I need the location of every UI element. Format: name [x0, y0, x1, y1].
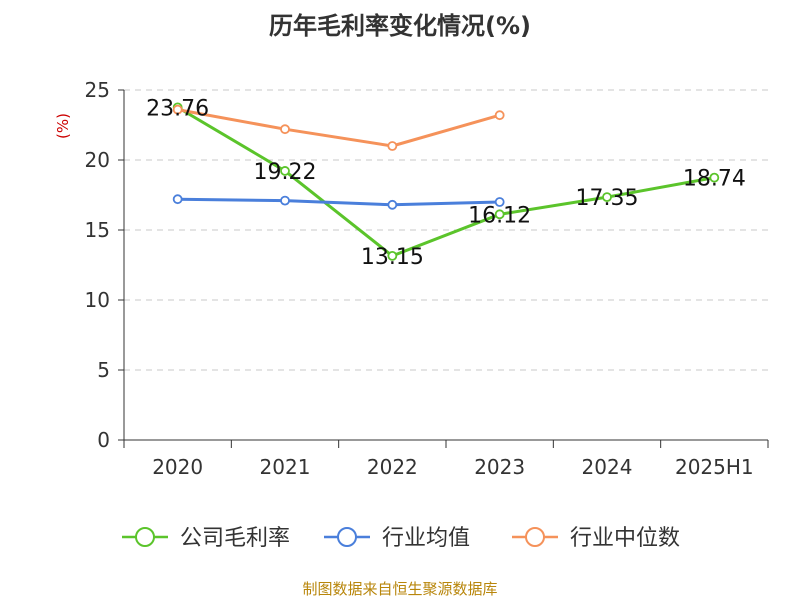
- y-axis-unit: (%): [54, 113, 72, 139]
- x-tick-label: 2022: [367, 455, 418, 479]
- data-point: [280, 195, 290, 206]
- legend-label: 公司毛利率: [180, 526, 290, 551]
- data-point: [494, 209, 505, 220]
- y-tick-label: 0: [97, 428, 110, 452]
- data-point: [494, 110, 505, 121]
- legend-label: 行业中位数: [570, 526, 680, 551]
- series-line-2: [177, 108, 501, 148]
- data-point: [280, 124, 290, 135]
- x-tick-label: 2020: [152, 455, 203, 479]
- data-point: [387, 250, 398, 261]
- y-tick-label: 25: [85, 78, 110, 102]
- data-point: [172, 194, 183, 205]
- data-label: 16.12: [468, 203, 531, 228]
- x-tick-label: 2021: [260, 455, 311, 479]
- data-label: 23.76: [146, 96, 209, 121]
- data-point: [602, 192, 612, 203]
- data-point: [387, 141, 398, 151]
- legend-label: 行业均值: [382, 526, 470, 551]
- y-tick-label: 20: [85, 148, 110, 172]
- x-tick-label: 2024: [582, 455, 633, 479]
- data-label: 19.22: [254, 160, 317, 185]
- data-label: 17.35: [576, 186, 639, 211]
- source-note: 制图数据来自恒生聚源数据库: [302, 580, 498, 598]
- data-label: 18.74: [683, 167, 746, 192]
- x-tick-label: 2023: [474, 455, 525, 479]
- y-tick-label: 10: [85, 288, 110, 312]
- y-tick-label: 15: [85, 218, 110, 242]
- legend-marker: [337, 527, 357, 547]
- y-tick-label: 5: [97, 358, 110, 382]
- data-point: [387, 199, 398, 210]
- data-point: [172, 104, 183, 115]
- chart-title: 历年毛利率变化情况(%): [269, 12, 531, 40]
- legend-marker: [135, 527, 155, 547]
- x-tick-label: 2025H1: [675, 455, 754, 479]
- data-point: [280, 166, 290, 176]
- legend-marker: [525, 527, 545, 547]
- data-point: [494, 197, 505, 207]
- series-line-0: [176, 106, 715, 258]
- data-point: [709, 172, 720, 183]
- series-line-1: [177, 197, 500, 207]
- data-label: 13.15: [361, 245, 424, 270]
